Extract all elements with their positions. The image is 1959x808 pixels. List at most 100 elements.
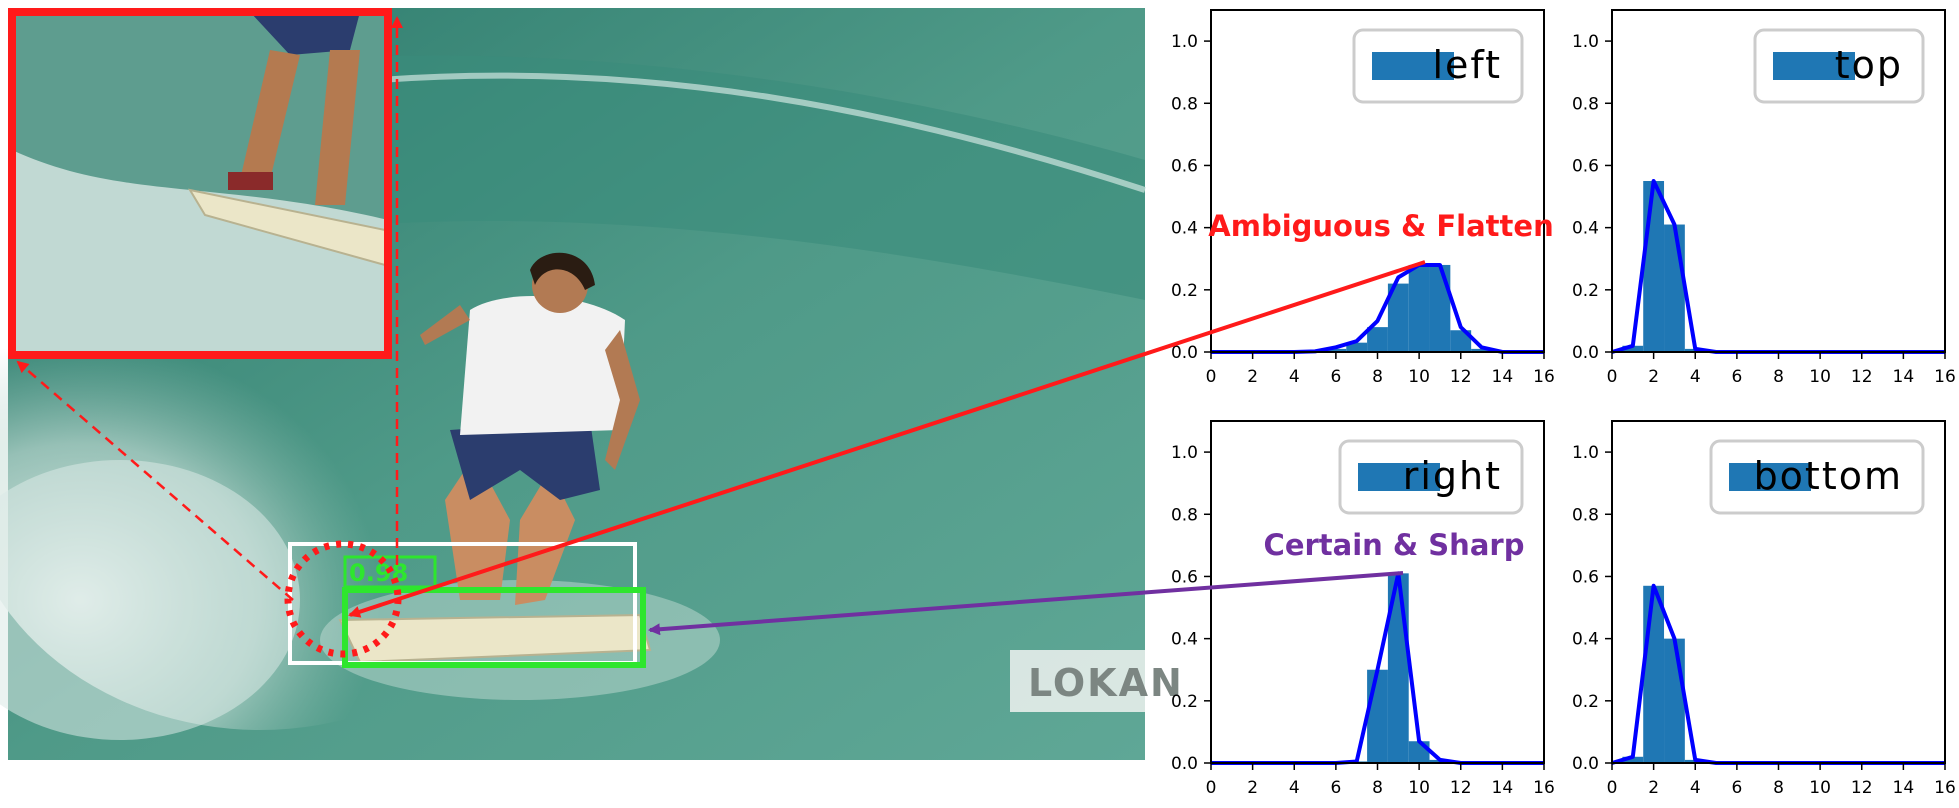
bar-right-8	[1367, 669, 1388, 763]
legend-swatch-bottom	[1729, 463, 1811, 491]
xtick-label-left-6: 6	[1330, 367, 1341, 387]
xtick-label-bottom-0: 0	[1607, 778, 1618, 798]
ytick-label-left-0.2: 0.2	[1171, 281, 1198, 301]
ytick-label-bottom-0.2: 0.2	[1572, 692, 1599, 712]
bar-bottom-2	[1643, 585, 1665, 763]
ytick-label-top-0.0: 0.0	[1572, 343, 1599, 363]
bar-left-6	[1325, 348, 1347, 352]
ytick-label-bottom-1.0: 1.0	[1572, 443, 1599, 463]
wave-band	[300, 55, 1145, 300]
surf-photo: LOKAN 0.98	[0, 8, 1184, 760]
legend-swatch-left	[1372, 52, 1454, 80]
xtick-label-top-4: 4	[1690, 367, 1701, 387]
xtick-label-top-8: 8	[1773, 367, 1784, 387]
ytick-label-bottom-0.0: 0.0	[1572, 754, 1599, 774]
ytick-label-right-0.6: 0.6	[1171, 567, 1198, 587]
xtick-label-right-6: 6	[1330, 778, 1341, 798]
chart-left: 0 2 4 6 8 10 12 14 16 0.0 0.2 0.4 0.6 0.8 1.0 left	[1171, 9, 1555, 387]
xtick-label-left-12: 12	[1450, 367, 1472, 387]
xtick-label-right-16: 16	[1533, 778, 1555, 798]
bar-left-13	[1471, 348, 1492, 352]
ambiguous-callout: Ambiguous & Flatten	[1208, 209, 1553, 243]
xtick-label-bottom-16: 16	[1934, 778, 1956, 798]
ytick-label-right-1.0: 1.0	[1171, 443, 1198, 463]
bar-bottom-1	[1622, 756, 1644, 763]
predicted-box	[342, 587, 646, 668]
detection-score: 0.98	[349, 559, 408, 587]
legend-swatch-right	[1358, 463, 1440, 491]
ytick-label-left-1.0: 1.0	[1171, 32, 1198, 52]
ytick-label-top-0.2: 0.2	[1572, 281, 1599, 301]
ytick-label-bottom-0.8: 0.8	[1572, 505, 1599, 525]
xtick-label-left-4: 4	[1289, 367, 1300, 387]
zoom-leader-diagonal	[16, 360, 294, 601]
watermark-text: LOKAN	[1028, 661, 1184, 705]
ytick-label-top-0.8: 0.8	[1572, 94, 1599, 114]
xtick-label-bottom-10: 10	[1809, 778, 1831, 798]
bar-left-12	[1450, 330, 1472, 352]
ambiguous-arrow	[348, 260, 1426, 618]
ytick-label-top-0.6: 0.6	[1572, 156, 1599, 176]
ytick-label-right-0.8: 0.8	[1171, 505, 1198, 525]
ytick-label-left-0.8: 0.8	[1171, 94, 1198, 114]
xtick-label-right-10: 10	[1408, 778, 1430, 798]
xtick-label-bottom-2: 2	[1648, 778, 1659, 798]
bar-left-8	[1367, 327, 1388, 352]
xtick-label-top-14: 14	[1893, 367, 1915, 387]
zoom-inset	[8, 8, 392, 359]
bar-right-10	[1408, 741, 1430, 763]
ytick-label-left-0.4: 0.4	[1171, 219, 1198, 239]
chart-top: 0 2 4 6 8 10 12 14 16 0.0 0.2 0.4 0.6 0.8 1.0 top	[1572, 9, 1956, 387]
xtick-label-bottom-8: 8	[1773, 778, 1784, 798]
xtick-label-bottom-14: 14	[1893, 778, 1915, 798]
bar-left-11	[1429, 264, 1451, 352]
xtick-label-left-8: 8	[1372, 367, 1383, 387]
bar-top-1	[1622, 345, 1644, 352]
xtick-label-right-12: 12	[1450, 778, 1472, 798]
xtick-label-right-8: 8	[1372, 778, 1383, 798]
ytick-label-right-0.4: 0.4	[1171, 630, 1198, 650]
legend-label-bottom: bottom	[1754, 454, 1903, 498]
chart-bottom: 0 2 4 6 8 10 12 14 16 0.0 0.2 0.4 0.6 0.8 1.0 bottom	[1572, 420, 1956, 798]
xtick-label-right-2: 2	[1247, 778, 1258, 798]
xtick-label-bottom-12: 12	[1851, 778, 1873, 798]
xtick-label-left-0: 0	[1206, 367, 1217, 387]
ytick-label-right-0.2: 0.2	[1171, 692, 1198, 712]
certain-arrow	[648, 571, 1404, 636]
xtick-label-bottom-4: 4	[1690, 778, 1701, 798]
splash-foam-2	[0, 460, 300, 740]
ytick-label-right-0.0: 0.0	[1171, 754, 1198, 774]
xtick-label-top-10: 10	[1809, 367, 1831, 387]
xtick-label-top-16: 16	[1934, 367, 1956, 387]
legend-label-top: top	[1835, 43, 1903, 87]
legend-label-right: right	[1403, 454, 1502, 498]
bar-left-7	[1346, 342, 1368, 352]
xtick-label-top-12: 12	[1851, 367, 1873, 387]
xtick-label-left-10: 10	[1408, 367, 1430, 387]
legend-box-bottom	[1709, 439, 1925, 515]
chart-right: 0 2 4 6 8 10 12 14 16 0.0 0.2 0.4 0.6 0.8 1.0 right	[1171, 420, 1555, 798]
distribution-charts: 0 2 4 6 8 10 12 14 16 0.0 0.2 0.4 0.6 0.8 1.0 left 0 2 4 6 8…	[1171, 9, 1956, 798]
bar-top-3	[1664, 224, 1685, 352]
watermark-box	[1010, 650, 1145, 712]
xtick-label-left-2: 2	[1247, 367, 1258, 387]
bar-left-10	[1408, 264, 1430, 352]
ytick-label-bottom-0.4: 0.4	[1572, 630, 1599, 650]
bar-bottom-3	[1664, 638, 1685, 763]
xtick-label-right-14: 14	[1492, 778, 1514, 798]
xtick-label-bottom-6: 6	[1731, 778, 1742, 798]
xtick-label-left-14: 14	[1492, 367, 1514, 387]
ytick-label-left-0.0: 0.0	[1171, 343, 1198, 363]
legend-label-left: left	[1432, 43, 1502, 87]
xtick-label-right-4: 4	[1289, 778, 1300, 798]
xtick-label-top-2: 2	[1648, 367, 1659, 387]
legend-swatch-top	[1773, 52, 1855, 80]
xtick-label-top-6: 6	[1731, 367, 1742, 387]
wave-crest	[379, 72, 1146, 193]
ytick-label-left-0.6: 0.6	[1171, 156, 1198, 176]
bar-left-9	[1387, 283, 1409, 352]
ytick-label-top-0.4: 0.4	[1572, 219, 1599, 239]
bar-top-2	[1643, 181, 1665, 352]
xtick-label-left-16: 16	[1533, 367, 1555, 387]
